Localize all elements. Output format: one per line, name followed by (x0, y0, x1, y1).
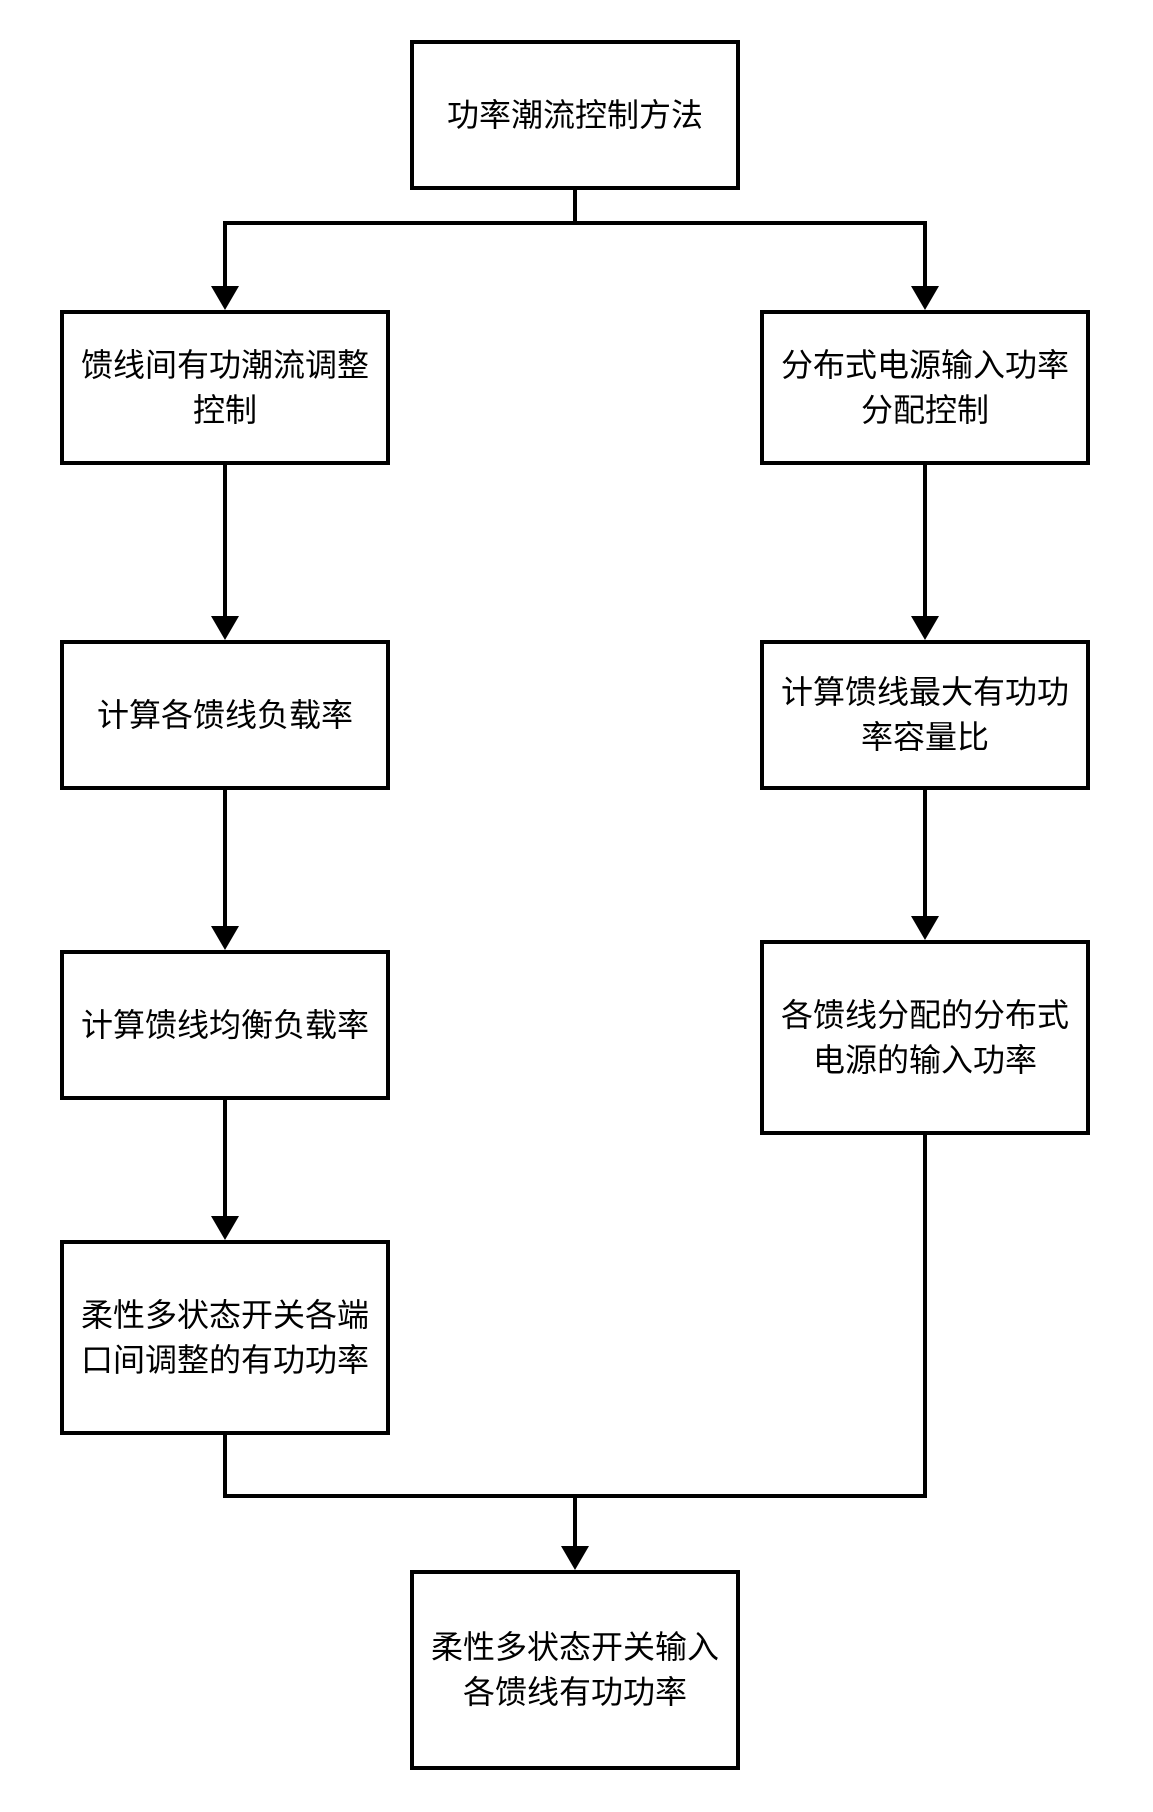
connector-left4-down (223, 1435, 227, 1498)
arrow-left3-left4 (211, 1216, 239, 1240)
connector-left1-left2 (223, 465, 227, 616)
connector-left2-left3 (223, 790, 227, 926)
connector-to-final (573, 1494, 577, 1546)
right2-label: 计算馈线最大有功功率容量比 (776, 670, 1074, 760)
arrow-right2-right3 (911, 916, 939, 940)
connector-right1-right2 (923, 465, 927, 616)
right3-node: 各馈线分配的分布式电源的输入功率 (760, 940, 1090, 1135)
arrow-left2-left3 (211, 926, 239, 950)
right1-label: 分布式电源输入功率分配控制 (776, 343, 1074, 433)
right1-node: 分布式电源输入功率分配控制 (760, 310, 1090, 465)
left1-node: 馈线间有功潮流调整控制 (60, 310, 390, 465)
left4-node: 柔性多状态开关各端口间调整的有功功率 (60, 1240, 390, 1435)
left1-label: 馈线间有功潮流调整控制 (76, 343, 374, 433)
connector-right2-right3 (923, 790, 927, 916)
root-label: 功率潮流控制方法 (447, 93, 703, 138)
connector-to-left1 (223, 221, 227, 286)
connector-left3-left4 (223, 1100, 227, 1216)
right2-node: 计算馈线最大有功功率容量比 (760, 640, 1090, 790)
connector-right3-down (923, 1135, 927, 1498)
connector-root-split (223, 221, 927, 225)
left3-node: 计算馈线均衡负载率 (60, 950, 390, 1100)
left3-label: 计算馈线均衡负载率 (81, 1003, 369, 1048)
arrow-to-left1 (211, 286, 239, 310)
left4-label: 柔性多状态开关各端口间调整的有功功率 (76, 1293, 374, 1383)
arrow-right1-right2 (911, 616, 939, 640)
root-node: 功率潮流控制方法 (410, 40, 740, 190)
left2-node: 计算各馈线负载率 (60, 640, 390, 790)
connector-root-down (573, 190, 577, 225)
final-node: 柔性多状态开关输入各馈线有功功率 (410, 1570, 740, 1770)
connector-to-right1 (923, 221, 927, 286)
right3-label: 各馈线分配的分布式电源的输入功率 (776, 993, 1074, 1083)
arrow-to-right1 (911, 286, 939, 310)
arrow-left1-left2 (211, 616, 239, 640)
left2-label: 计算各馈线负载率 (97, 693, 353, 738)
final-label: 柔性多状态开关输入各馈线有功功率 (426, 1625, 724, 1715)
arrow-to-final (561, 1546, 589, 1570)
